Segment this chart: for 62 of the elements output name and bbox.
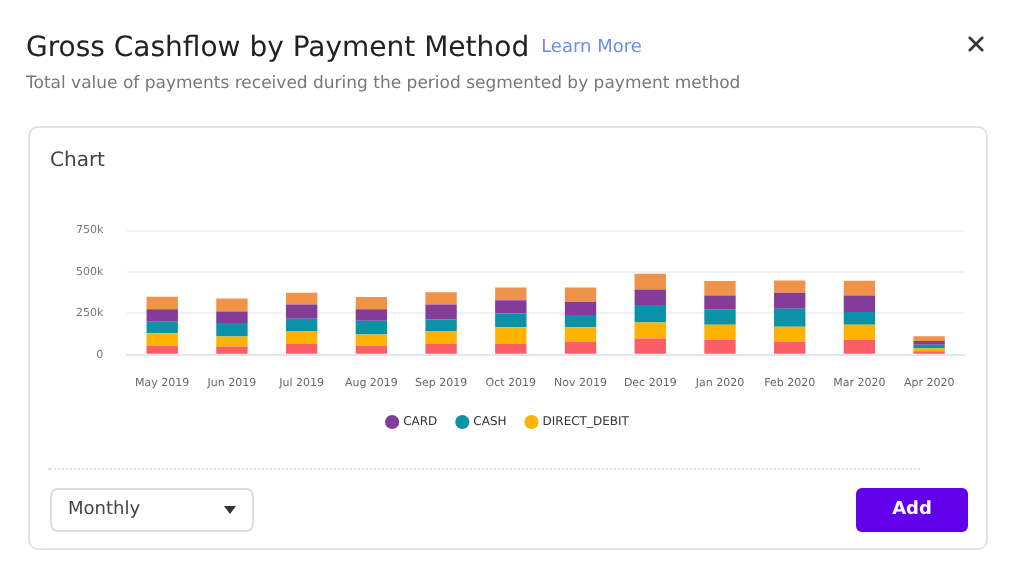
bar (564, 315, 597, 328)
bar (564, 327, 597, 342)
bar (146, 309, 178, 322)
bar (216, 298, 248, 312)
bar (495, 300, 527, 314)
bar (146, 296, 178, 310)
bar (355, 345, 388, 354)
bar (634, 304, 666, 323)
bar (634, 273, 666, 290)
bar (843, 295, 876, 312)
bar (355, 297, 388, 310)
bar (216, 346, 248, 354)
bar (216, 323, 248, 337)
bar (774, 280, 806, 293)
text: Chart (50, 150, 105, 172)
text: Learn More (541, 38, 642, 58)
bar (704, 324, 736, 340)
bar (425, 292, 457, 305)
bar (285, 304, 318, 319)
bar (355, 320, 388, 335)
bar (704, 339, 736, 354)
bar (704, 281, 736, 296)
bar (495, 327, 527, 345)
bar (285, 344, 318, 354)
bar (355, 334, 388, 346)
bar (355, 309, 388, 321)
bar (285, 318, 318, 332)
text: Add (856, 488, 968, 532)
bar (495, 287, 527, 301)
bar (913, 336, 945, 342)
bar (425, 304, 457, 320)
bar (774, 292, 806, 309)
bar (774, 341, 806, 354)
bar (634, 289, 666, 305)
bar (285, 292, 318, 305)
bar (564, 341, 597, 354)
bar (774, 308, 806, 327)
bar (425, 344, 457, 354)
bar (425, 331, 457, 345)
text: Monthly (68, 500, 141, 520)
bar (146, 333, 178, 346)
bar (216, 311, 248, 324)
bar (564, 287, 597, 302)
bar (843, 339, 876, 354)
chart-title: Gross Cashflow by Payment Method (26, 32, 530, 64)
bar (843, 324, 876, 340)
bar (564, 301, 597, 316)
bar (704, 309, 736, 325)
bar (425, 319, 457, 332)
bar (634, 338, 666, 354)
bar (146, 321, 178, 334)
bar (285, 331, 318, 345)
bar (843, 311, 876, 325)
bar (704, 295, 736, 310)
bar (146, 345, 178, 354)
bar (774, 326, 806, 342)
bar (495, 344, 527, 354)
chart-subtitle: Total value of payments received during the period segmented by payment method (26, 74, 741, 94)
bar (216, 336, 248, 347)
bar (843, 280, 876, 296)
bar (495, 313, 527, 328)
bar (634, 322, 666, 339)
